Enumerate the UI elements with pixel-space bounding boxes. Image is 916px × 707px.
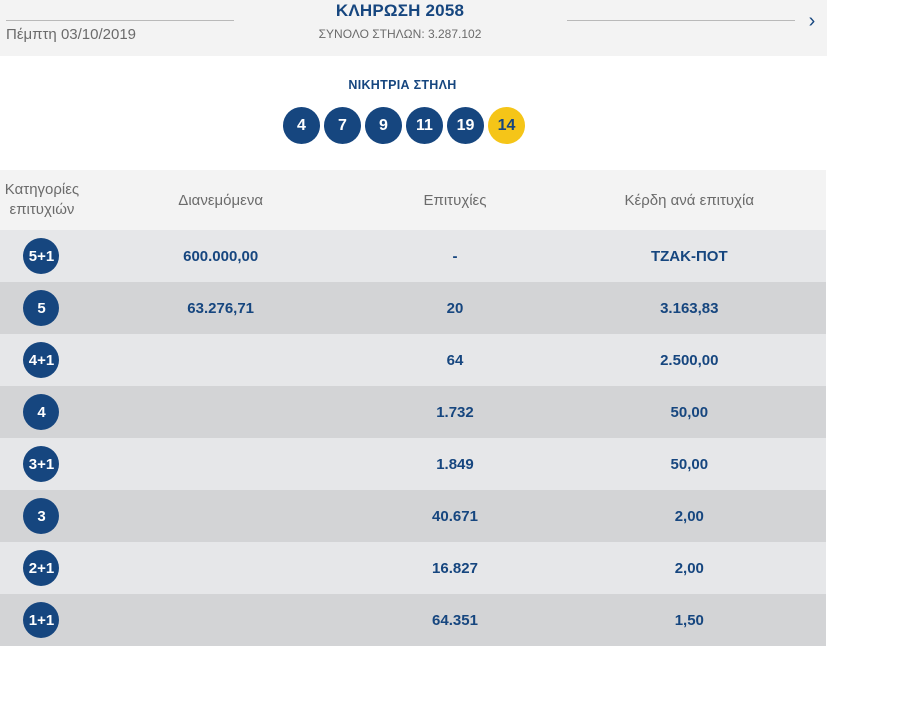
table-row: 4 1.732 50,00 <box>0 386 826 438</box>
draw-title: ΚΛΗΡΩΣΗ 2058 <box>335 1 465 20</box>
category-badge: 4+1 <box>23 342 60 378</box>
table-row: 1+1 64.351 1,50 <box>0 594 826 646</box>
chevron-right-icon[interactable]: › <box>808 10 816 32</box>
winning-number-ball: 4 <box>283 107 320 144</box>
winning-number-ball: 7 <box>324 107 361 144</box>
category-badge: 3+1 <box>23 446 60 482</box>
winners-cell: 16.827 <box>432 559 478 577</box>
draw-header: Πέμπτη 03/10/2019 ΚΛΗΡΩΣΗ 2058 ΣΥΝΟΛΟ ΣΤ… <box>0 0 827 56</box>
prize-table: Κατηγορίες επιτυχιών Διανεμόμενα Επιτυχί… <box>0 170 826 646</box>
prize-cell: 2,00 <box>674 507 704 525</box>
prize-cell: 1,50 <box>674 611 704 629</box>
prize-cell: 2.500,00 <box>660 351 719 369</box>
header-distributed: Διανεμόμενα <box>178 191 263 209</box>
table-row: 5+1 600.000,00 - ΤΖΑΚ-ΠΟΤ <box>0 230 826 282</box>
prize-cell: 3.163,83 <box>660 299 719 317</box>
winning-column-label: ΝΙΚΗΤΡΙΑ ΣΤΗΛΗ <box>348 78 457 92</box>
table-row: 2+1 16.827 2,00 <box>0 542 826 594</box>
winners-cell: - <box>452 247 458 265</box>
winners-cell: 20 <box>446 299 464 317</box>
header-winners: Επιτυχίες <box>423 191 487 209</box>
winners-cell: 64 <box>446 351 464 369</box>
total-columns: ΣΥΝΟΛΟ ΣΤΗΛΩΝ: 3.287.102 <box>318 27 482 41</box>
winning-number-ball: 11 <box>406 107 443 144</box>
table-row: 4+1 64 2.500,00 <box>0 334 826 386</box>
category-badge: 5 <box>23 290 60 326</box>
header-divider-left <box>6 20 234 21</box>
category-badge: 2+1 <box>23 550 60 586</box>
category-badge: 5+1 <box>23 238 60 274</box>
joker-ball: 14 <box>488 107 525 144</box>
header-divider-right <box>567 20 795 21</box>
winning-numbers: 4 7 9 11 19 14 <box>283 107 525 144</box>
prize-cell: 50,00 <box>670 455 709 473</box>
table-row: 3+1 1.849 50,00 <box>0 438 826 490</box>
header-prize: Κέρδη ανά επιτυχία <box>624 191 755 209</box>
distributed-cell: 63.276,71 <box>187 299 255 317</box>
prize-cell: 2,00 <box>674 559 704 577</box>
category-badge: 4 <box>23 394 60 430</box>
prize-cell: ΤΖΑΚ-ΠΟΤ <box>650 247 728 265</box>
draw-date: Πέμπτη 03/10/2019 <box>6 26 137 43</box>
winners-cell: 64.351 <box>432 611 478 629</box>
winning-number-ball: 19 <box>447 107 484 144</box>
category-badge: 3 <box>23 498 60 534</box>
winners-cell: 1.732 <box>436 403 474 421</box>
table-header: Κατηγορίες επιτυχιών Διανεμόμενα Επιτυχί… <box>0 170 826 230</box>
winners-cell: 40.671 <box>432 507 478 525</box>
table-row: 3 40.671 2,00 <box>0 490 826 542</box>
winners-cell: 1.849 <box>436 455 474 473</box>
header-category: Κατηγορίες επιτυχιών <box>4 181 80 218</box>
table-row: 5 63.276,71 20 3.163,83 <box>0 282 826 334</box>
winning-number-ball: 9 <box>365 107 402 144</box>
category-badge: 1+1 <box>23 602 60 638</box>
distributed-cell: 600.000,00 <box>183 247 259 265</box>
prize-cell: 50,00 <box>670 403 709 421</box>
